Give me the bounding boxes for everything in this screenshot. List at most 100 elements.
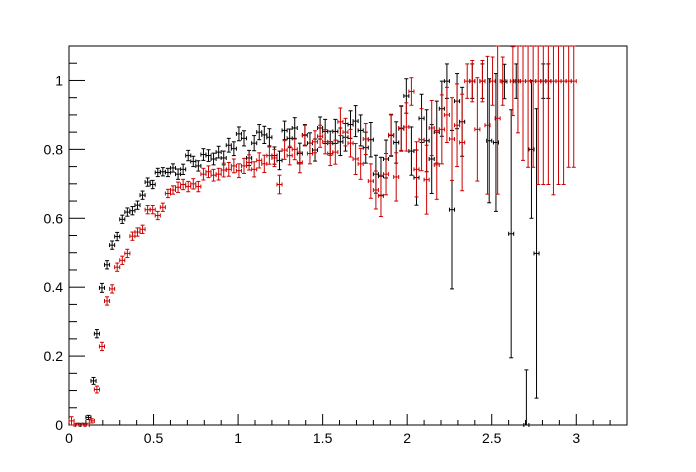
- data-point: [533, 108, 540, 399]
- data-point: [225, 161, 232, 177]
- data-point: [291, 138, 298, 161]
- data-point: [175, 168, 182, 180]
- x-tick-label: 0: [65, 430, 73, 446]
- data-point: [281, 120, 288, 141]
- data-point: [220, 150, 227, 166]
- data-point: [175, 181, 182, 193]
- data-point: [499, 56, 506, 106]
- data-point: [403, 102, 410, 152]
- data-point: [492, 73, 499, 212]
- data-point: [281, 140, 288, 160]
- data-point: [337, 107, 344, 137]
- data-point: [565, 45, 572, 168]
- data-point: [540, 45, 547, 186]
- data-point: [383, 152, 390, 196]
- data-point: [327, 140, 334, 167]
- data-point: [134, 200, 141, 210]
- data-point: [93, 385, 100, 394]
- data-point: [261, 154, 268, 173]
- data-point: [352, 143, 359, 176]
- data-point: [362, 123, 369, 156]
- data-point: [235, 163, 242, 179]
- data-point: [519, 45, 527, 161]
- data-point: [357, 114, 364, 147]
- data-point: [185, 149, 192, 162]
- data-point: [215, 167, 222, 181]
- data-point: [164, 167, 171, 178]
- data-point: [200, 148, 207, 161]
- data-point: [195, 160, 202, 172]
- data-point: [93, 329, 100, 339]
- data-point: [190, 155, 197, 168]
- data-point: [428, 99, 435, 157]
- data-point: [185, 180, 192, 193]
- data-point: [448, 97, 456, 181]
- data-point: [291, 117, 298, 139]
- data-point: [367, 121, 374, 158]
- series-2: [68, 45, 577, 427]
- data-point: [271, 148, 278, 168]
- data-point: [377, 174, 385, 218]
- data-point: [555, 45, 562, 186]
- data-point: [251, 161, 258, 178]
- data-point: [266, 128, 273, 147]
- data-point: [169, 163, 177, 173]
- x-tick-label: 2: [403, 430, 411, 446]
- data-point: [246, 154, 253, 171]
- data-point: [352, 105, 359, 138]
- data-point: [139, 224, 146, 234]
- x-tick-label: 1: [234, 430, 242, 446]
- x-tick-label: 1.5: [313, 430, 333, 446]
- data-point: [98, 282, 106, 293]
- data-point: [68, 416, 75, 426]
- data-point: [408, 77, 415, 106]
- data-point: [256, 124, 263, 141]
- data-point: [332, 118, 339, 145]
- data-point: [413, 141, 420, 198]
- data-point: [235, 126, 242, 142]
- data-point: [124, 248, 131, 259]
- y-tick-label: 1: [55, 72, 63, 88]
- data-point: [508, 109, 515, 359]
- data-point: [342, 117, 349, 147]
- data-point: [423, 144, 430, 215]
- data-point: [408, 126, 415, 176]
- data-point: [98, 341, 106, 352]
- data-point: [240, 157, 248, 174]
- data-point: [484, 55, 491, 195]
- data-point: [129, 206, 136, 216]
- data-point: [159, 202, 166, 212]
- data-point: [347, 128, 354, 158]
- data-point: [261, 125, 268, 145]
- data-point: [83, 422, 90, 427]
- data-point: [523, 369, 530, 427]
- data-point: [164, 188, 171, 199]
- data-point: [109, 240, 116, 250]
- data-point: [398, 105, 405, 151]
- axes: 0 0.5 1 1.5 2 2.5 3 0 0.2 0.4 0.6 0.8 1: [44, 62, 628, 446]
- data-point: [332, 139, 339, 165]
- data-point: [509, 46, 516, 117]
- data-point: [489, 56, 496, 106]
- data-point: [469, 59, 476, 103]
- data-point: [479, 59, 486, 103]
- data-point: [454, 83, 461, 168]
- data-point: [154, 167, 161, 178]
- data-point: [159, 167, 166, 177]
- data-point: [433, 129, 440, 200]
- data-point: [230, 141, 237, 157]
- data-point: [90, 376, 97, 385]
- data-point: [205, 165, 212, 179]
- x-tick-label: 2.5: [482, 430, 502, 446]
- y-tick-label: 0: [55, 417, 63, 433]
- data-point: [220, 162, 227, 178]
- data-point: [266, 146, 273, 165]
- data-point: [251, 135, 258, 152]
- data-point: [210, 152, 217, 166]
- x-tick-label: 3: [572, 430, 580, 446]
- data-point: [104, 260, 111, 270]
- data-point: [560, 45, 567, 186]
- data-point: [230, 158, 237, 174]
- data-point: [393, 152, 400, 202]
